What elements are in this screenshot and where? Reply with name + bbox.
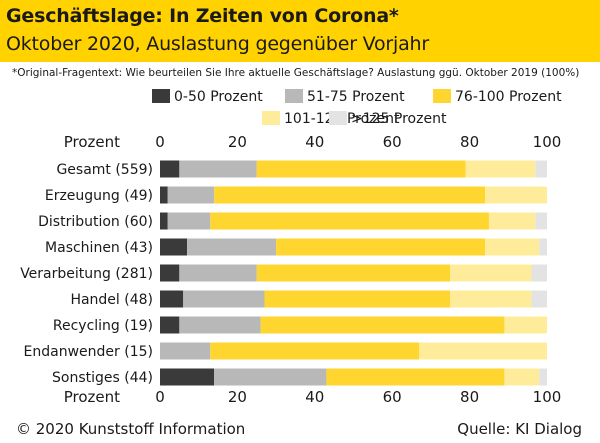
bar-segment	[485, 186, 547, 204]
category-label: Verarbeitung (281)	[20, 266, 153, 282]
bar-segment	[210, 212, 489, 230]
bar-segment	[276, 238, 486, 256]
bar-segment	[488, 212, 536, 230]
legend-label: 0-50 Prozent	[174, 89, 263, 105]
tick-label-bottom: 40	[305, 388, 324, 406]
bar-segment	[160, 290, 184, 308]
category-label: Erzeugung (49)	[45, 188, 153, 204]
tick-label-top: 40	[305, 133, 324, 151]
bar-segment	[539, 368, 547, 386]
tick-label-bottom: 80	[460, 388, 479, 406]
bar-segment	[167, 186, 215, 204]
bar-segment	[160, 212, 168, 230]
bar-segment	[160, 238, 188, 256]
category-label: Distribution (60)	[38, 214, 153, 230]
bar-segment	[214, 186, 486, 204]
tick-label-bottom: 0	[155, 388, 165, 406]
bar-segment	[260, 316, 505, 334]
category-label: Endanwender (15)	[24, 344, 153, 360]
chart-subtitle: Oktober 2020, Auslastung gegenüber Vorja…	[6, 33, 429, 55]
copyright-text: © 2020 Kunststoff Information	[16, 420, 246, 438]
tick-label-top: 80	[460, 133, 479, 151]
bar-segment	[210, 342, 420, 360]
bar-segment	[179, 264, 257, 282]
bar-segment	[160, 264, 180, 282]
legend-label: 76-100 Prozent	[455, 89, 562, 105]
tick-label-bottom: 20	[228, 388, 247, 406]
tick-label-top: 60	[383, 133, 402, 151]
legend-swatch	[285, 89, 303, 103]
bar-segment	[326, 368, 505, 386]
category-label: Handel (48)	[70, 292, 153, 308]
source-text: Quelle: KI Dialog	[457, 420, 582, 438]
tick-label-bottom: 100	[533, 388, 562, 406]
bar-segment	[531, 264, 547, 282]
bar-segment	[465, 160, 536, 178]
bar-segment	[539, 238, 547, 256]
axis-label-top: Prozent	[64, 133, 120, 151]
bar-segment	[179, 160, 257, 178]
bar-segment	[485, 238, 540, 256]
bar-segment	[504, 368, 540, 386]
bar-segment	[531, 290, 547, 308]
bar-segment	[535, 212, 547, 230]
bar-segment	[160, 160, 180, 178]
tick-label-top: 20	[228, 133, 247, 151]
bar-segment	[179, 316, 261, 334]
bar-segment	[264, 290, 451, 308]
legend-swatch	[433, 89, 451, 103]
bar-segment	[160, 316, 180, 334]
footnote: *Original-Fragentext: Wie beurteilen Sie…	[12, 67, 580, 79]
legend-swatch	[329, 111, 347, 125]
bar-segment	[160, 368, 215, 386]
bar-segment	[450, 290, 532, 308]
category-label: Recycling (19)	[53, 318, 153, 334]
bar-segment	[256, 160, 466, 178]
tick-label-top: 0	[155, 133, 165, 151]
legend-swatch	[262, 111, 280, 125]
tick-label-top: 100	[533, 133, 562, 151]
legend-swatch	[152, 89, 170, 103]
legend-label: 51-75 Prozent	[307, 89, 405, 105]
bar-segment	[167, 212, 211, 230]
bar-segment	[419, 342, 547, 360]
bar-segment	[160, 342, 211, 360]
bar-segment	[450, 264, 532, 282]
bar-segment	[187, 238, 277, 256]
category-label: Maschinen (43)	[45, 240, 153, 256]
category-label: Gesamt (559)	[56, 162, 153, 178]
legend-label: >125 Prozent	[351, 111, 447, 127]
bar-segment	[160, 186, 168, 204]
header-bar: Geschäftslage: In Zeiten von Corona* Okt…	[0, 0, 600, 62]
chart-title: Geschäftslage: In Zeiten von Corona*	[6, 5, 399, 27]
axis-label-bottom: Prozent	[64, 388, 120, 406]
category-label: Sonstiges (44)	[52, 370, 153, 386]
bar-segment	[183, 290, 265, 308]
bar-segment	[214, 368, 327, 386]
bar-segment	[535, 160, 547, 178]
bar-segment	[256, 264, 451, 282]
tick-label-bottom: 60	[383, 388, 402, 406]
bar-segment	[504, 316, 547, 334]
